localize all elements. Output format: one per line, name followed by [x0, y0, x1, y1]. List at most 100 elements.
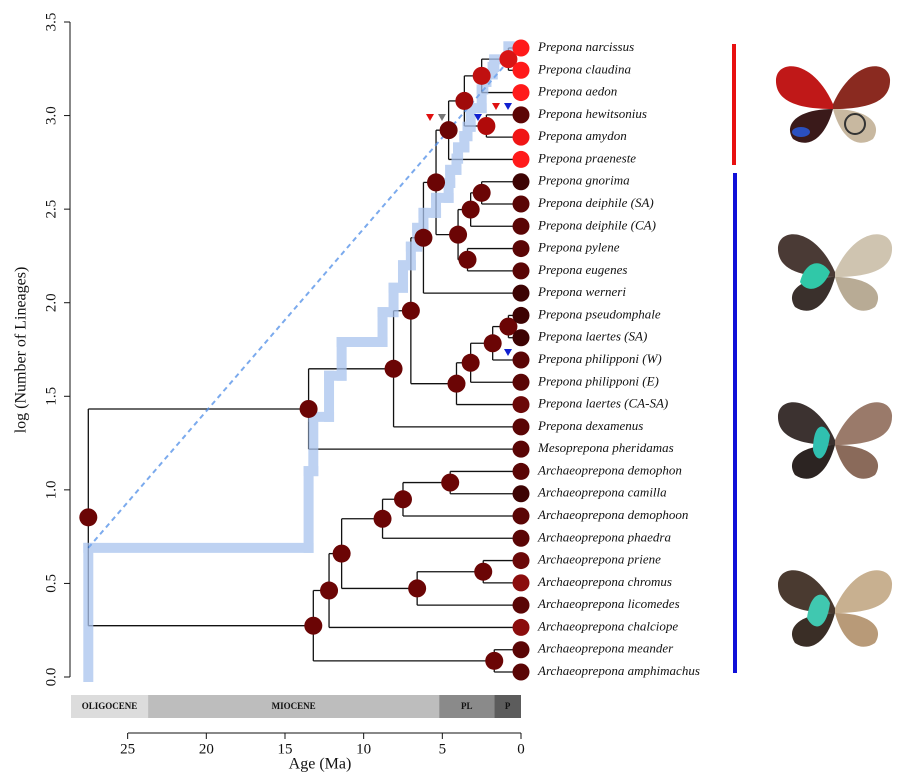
- tip-marker: [512, 262, 530, 280]
- node: [461, 353, 480, 372]
- shift-marker: [474, 114, 482, 121]
- node: [414, 228, 433, 247]
- tip-marker: [512, 284, 530, 302]
- y-tick-label: 2.5: [43, 200, 59, 219]
- butterfly: [777, 234, 893, 311]
- tip-label: Prepona laertes (SA): [537, 329, 647, 344]
- branches: [87, 47, 521, 673]
- node: [439, 121, 458, 140]
- tip-marker: [512, 61, 530, 79]
- epoch-label: P: [505, 701, 511, 711]
- tip-marker: [512, 217, 530, 235]
- node: [458, 250, 477, 269]
- node: [461, 200, 480, 219]
- butterfly: [777, 570, 893, 647]
- tip-label: Prepona philipponi (W): [537, 351, 662, 366]
- tip-label: Mesoprepona pheridamas: [537, 440, 674, 455]
- shift-marker: [492, 103, 500, 110]
- shift-marker: [504, 103, 512, 110]
- tip-label: Prepona aedon: [537, 84, 617, 99]
- node: [483, 334, 502, 353]
- y-tick-label: 2.0: [43, 293, 59, 312]
- node: [320, 581, 339, 600]
- node: [447, 374, 466, 393]
- node: [472, 66, 491, 85]
- tip-label: Prepona dexamenus: [537, 418, 643, 433]
- x-axis-label: Age (Ma): [289, 756, 352, 773]
- node: [393, 490, 412, 509]
- tip-marker: [512, 106, 530, 124]
- x-tick-label: 5: [439, 741, 447, 757]
- node: [427, 173, 446, 192]
- node: [408, 579, 427, 598]
- tip-marker: [512, 150, 530, 168]
- tip-label: Archaeoprepona licomedes: [537, 596, 680, 611]
- tip-label: Archaeoprepona camilla: [537, 485, 667, 500]
- tip-marker: [512, 663, 530, 681]
- node: [474, 562, 493, 581]
- y-tick-label: 3.0: [43, 106, 59, 125]
- tip-marker: [512, 552, 530, 570]
- node: [401, 301, 420, 320]
- tip-label: Prepona philipponi (E): [537, 373, 659, 388]
- tip-marker: [512, 485, 530, 503]
- tip-label: Prepona claudina: [537, 61, 632, 76]
- epoch-label: MIOCENE: [272, 701, 316, 711]
- tip-marker: [512, 574, 530, 592]
- butterfly: [777, 402, 893, 479]
- node: [455, 91, 474, 110]
- tip-marker: [512, 351, 530, 369]
- tip-label: Archaeoprepona chalciope: [537, 618, 678, 633]
- epoch-label: PL: [461, 701, 473, 711]
- x-tick-label: 0: [517, 741, 525, 757]
- nodes: [79, 50, 518, 670]
- tip-marker: [512, 329, 530, 347]
- tip-marker: [512, 462, 530, 480]
- tip-label: Prepona praeneste: [537, 150, 636, 165]
- ltt-curve: [83, 41, 526, 682]
- tip-marker: [512, 596, 530, 614]
- shift-marker: [504, 349, 512, 356]
- tip-label: Prepona gnorima: [537, 173, 630, 188]
- tip-marker: [512, 39, 530, 57]
- epoch: [148, 695, 440, 718]
- tip-marker: [512, 195, 530, 213]
- tip-marker: [512, 240, 530, 258]
- tip-marker: [512, 373, 530, 391]
- x-tick-label: 20: [199, 741, 214, 757]
- epoch-bar: OLIGOCENE MIOCENE PL P: [71, 695, 521, 718]
- node: [304, 616, 323, 635]
- tip-label: Prepona narcissus: [537, 39, 634, 54]
- node: [449, 225, 468, 244]
- node: [441, 473, 460, 492]
- tip-label: Archaeoprepona demophon: [537, 462, 682, 477]
- tip-marker: [512, 618, 530, 636]
- tip-marker: [512, 306, 530, 324]
- tip-marker: [512, 641, 530, 659]
- tip-marker: [512, 128, 530, 146]
- axes: log (Number of Lineages) Age (Ma) 0.0 0.5…: [13, 13, 525, 773]
- shift-marker: [426, 114, 434, 121]
- x-tick-label: 25: [120, 741, 135, 757]
- tip-label: Prepona pseudomphale: [537, 306, 661, 321]
- tip-label: Prepona laertes (CA-SA): [537, 396, 668, 411]
- y-axis-label: log (Number of Lineages): [13, 267, 30, 434]
- shift-markers: [426, 103, 512, 356]
- tip-label: Archaeoprepona phaedra: [537, 529, 671, 544]
- node: [499, 317, 518, 336]
- x-tick-label: 15: [277, 741, 292, 757]
- tip-label: Prepona deiphile (CA): [537, 217, 656, 232]
- node: [477, 117, 496, 135]
- y-tick-label: 0.0: [43, 668, 59, 687]
- tip-marker: [512, 418, 530, 436]
- tip-marker: [512, 396, 530, 414]
- y-tick-label: 0.5: [43, 574, 59, 593]
- node: [485, 651, 504, 670]
- epoch: [71, 695, 149, 718]
- x-tick-label: 10: [356, 741, 371, 757]
- tip-marker: [512, 173, 530, 191]
- tip-label: Prepona eugenes: [537, 262, 627, 277]
- tip-label: Prepona hewitsonius: [537, 106, 647, 121]
